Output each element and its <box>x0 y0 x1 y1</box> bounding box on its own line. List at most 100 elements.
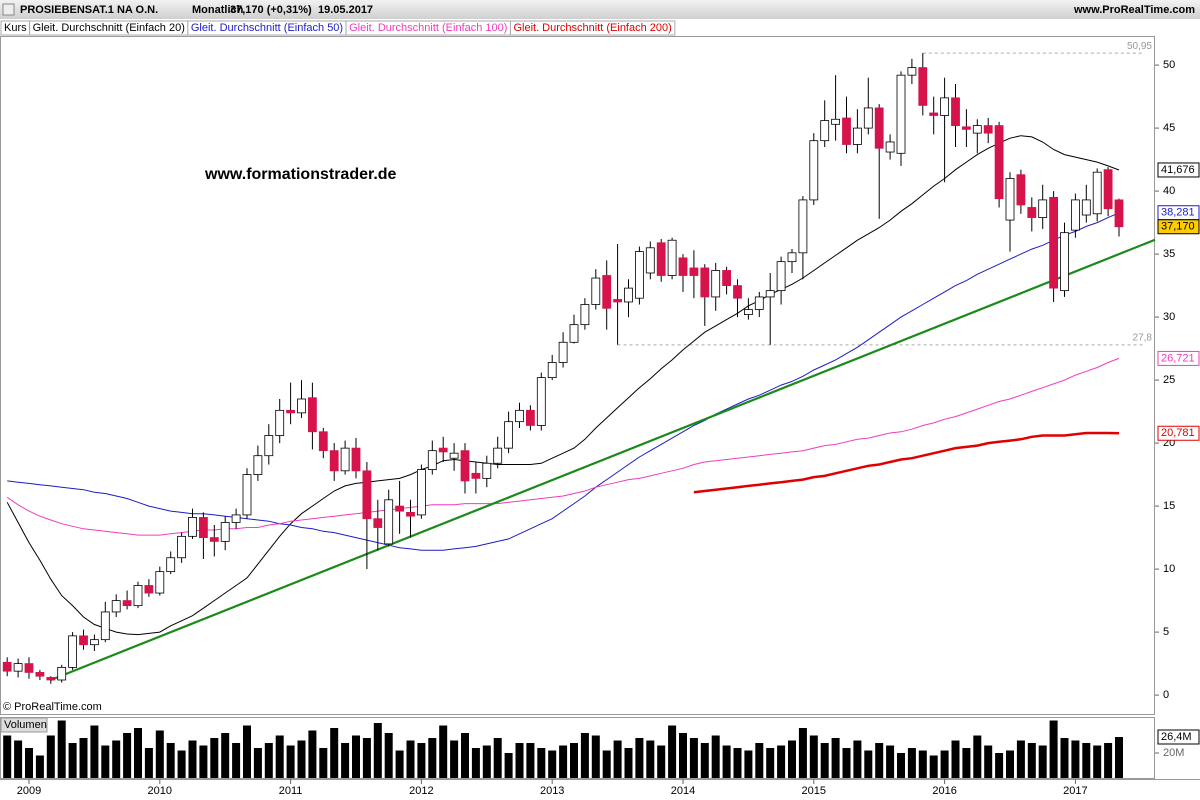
candle-body <box>656 242 666 276</box>
volume-bar <box>1115 737 1123 778</box>
candle-body <box>416 469 426 516</box>
volume-bar <box>101 745 110 778</box>
volume-bar <box>166 743 175 778</box>
candle-body <box>427 450 437 470</box>
volume-bar <box>733 748 742 778</box>
volume-last-label: 26,4M <box>1161 731 1192 743</box>
candle-body <box>853 127 862 145</box>
x-tick-label: 2013 <box>540 785 564 797</box>
x-tick-label: 2012 <box>409 785 433 797</box>
candle-body <box>35 672 45 677</box>
volume-bar <box>820 743 829 778</box>
volume-bar <box>134 728 142 778</box>
volume-bar <box>177 750 186 778</box>
volume-bar <box>112 740 121 778</box>
candle-body <box>1016 174 1026 206</box>
volume-bar <box>1060 738 1069 778</box>
legend-label: Gleit. Durchschnitt (Einfach 200) <box>513 22 671 34</box>
candle-body <box>526 409 535 426</box>
volume-bar <box>68 743 77 778</box>
volume-tick-label: 20M <box>1163 747 1184 759</box>
candle-body <box>384 499 394 545</box>
moving-average-line <box>7 212 1120 551</box>
y-tick-label: 0 <box>1163 689 1169 701</box>
y-tick-label: 35 <box>1163 248 1175 260</box>
candle-body <box>711 270 721 298</box>
date: 19.05.2017 <box>318 4 373 16</box>
candle-body <box>635 251 644 299</box>
volume-bar <box>886 745 895 778</box>
candle-body <box>166 557 176 573</box>
volume-bar <box>755 743 764 778</box>
volume-bar <box>940 750 949 778</box>
candle-body <box>863 107 873 129</box>
volume-bar <box>613 740 622 778</box>
candle-body <box>678 257 688 276</box>
candle-body <box>504 421 514 449</box>
candle-body <box>754 296 764 310</box>
period: Monatlich <box>192 4 244 16</box>
volume-bar <box>951 740 960 778</box>
volume-bar <box>679 733 687 778</box>
volume-bar <box>798 728 807 778</box>
last-value-label: 37,170 <box>1161 221 1195 233</box>
candle-body <box>569 324 579 343</box>
x-tick-label: 2014 <box>671 785 695 797</box>
legend-label: Gleit. Durchschnitt (Einfach 100) <box>349 22 507 34</box>
candle-body <box>177 535 187 559</box>
volume-bar <box>79 738 88 778</box>
volume-bar <box>722 745 731 778</box>
candle-body <box>624 287 633 303</box>
x-tick-label: 2009 <box>17 785 41 797</box>
candle-body <box>580 304 590 326</box>
y-tick-label: 40 <box>1163 185 1175 197</box>
header-bar <box>0 0 1200 19</box>
volume-bar <box>90 725 99 778</box>
candle-body <box>275 409 285 436</box>
reference-label: 27,8 <box>1133 332 1153 343</box>
candle-body <box>493 447 503 464</box>
volume-bar <box>221 733 230 778</box>
volume-bar <box>199 745 208 778</box>
candle-body <box>613 299 622 303</box>
volume-bar <box>1071 740 1080 778</box>
legend-label: Gleit. Durchschnitt (Einfach 20) <box>33 22 185 34</box>
candle-body <box>874 107 884 149</box>
y-tick-label: 10 <box>1163 563 1175 575</box>
candle-body <box>318 431 328 452</box>
volume-bar <box>570 743 578 778</box>
volume-bar <box>210 738 219 778</box>
last-value-box <box>1157 425 1200 441</box>
volume-bar <box>526 743 535 778</box>
candle-body <box>536 377 546 426</box>
candle-body <box>449 452 459 459</box>
candle-body <box>122 600 132 607</box>
volume-bar <box>461 733 469 778</box>
menu-icon[interactable] <box>2 3 15 16</box>
candle-body <box>144 585 154 594</box>
reference-label: 50,95 <box>1127 41 1152 52</box>
volume-bar <box>788 740 796 778</box>
candle-body <box>1049 196 1058 289</box>
volume-label-box <box>0 717 48 733</box>
volume-bar <box>264 743 273 778</box>
candle-body <box>983 125 993 134</box>
candle-body <box>253 455 263 475</box>
volume-bar <box>1016 740 1025 778</box>
volume-bar <box>580 733 589 778</box>
candle-body <box>787 252 797 263</box>
candle-body <box>362 470 372 520</box>
y-tick-label: 5 <box>1163 626 1169 638</box>
candle-body <box>515 409 524 423</box>
volume-bar <box>35 755 44 778</box>
candle-body <box>907 67 917 76</box>
last-value-box <box>1157 219 1200 235</box>
candle-body <box>471 472 481 479</box>
watermark: www.formationstrader.de <box>204 166 397 183</box>
candle-body <box>1103 169 1113 210</box>
quote: 37,170 (+0,31%) <box>230 4 312 16</box>
candle-body <box>700 267 710 298</box>
volume-bar <box>493 738 502 778</box>
volume-bar <box>395 750 404 778</box>
last-value-box <box>1157 350 1200 366</box>
